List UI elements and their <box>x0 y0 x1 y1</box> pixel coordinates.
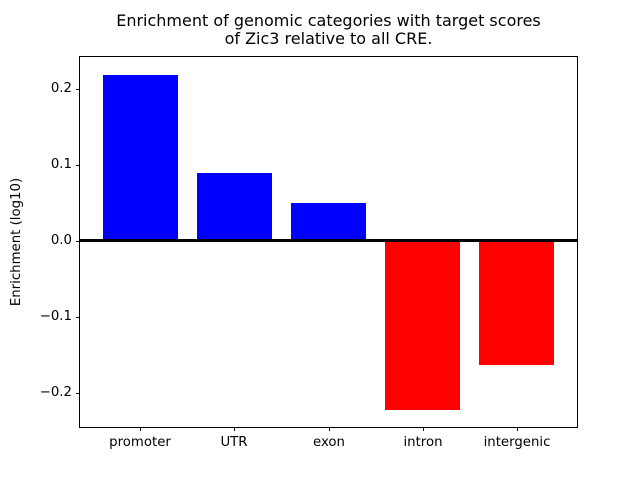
x-tick-mark-promoter <box>140 427 141 431</box>
x-tick-label-intron: intron <box>403 435 443 450</box>
x-tick-label-promoter: promoter <box>109 435 171 450</box>
bar-exon <box>290 202 367 241</box>
y-tick-label-−0.1: −0.1 <box>39 309 72 324</box>
x-tick-label-exon: exon <box>313 435 345 450</box>
bar-promoter <box>102 74 178 241</box>
x-tick-mark-UTR <box>234 427 235 431</box>
y-tick-mark-0.2 <box>76 89 80 90</box>
chart-title: Enrichment of genomic categories with ta… <box>80 12 577 47</box>
y-tick-mark-−0.2 <box>76 393 80 394</box>
bar-intron <box>385 240 461 410</box>
zero-line <box>80 239 577 243</box>
y-tick-label-0.0: 0.0 <box>50 233 72 248</box>
x-tick-label-UTR: UTR <box>220 435 248 450</box>
x-tick-mark-intron <box>423 427 424 431</box>
y-tick-mark-0.1 <box>76 165 80 166</box>
plot-area <box>79 56 578 428</box>
y-tick-label-0.2: 0.2 <box>50 81 72 96</box>
y-tick-label-0.1: 0.1 <box>50 157 72 172</box>
bar-UTR <box>196 172 272 241</box>
chart-title-line2: of Zic3 relative to all CRE. <box>224 28 433 48</box>
x-tick-label-intergenic: intergenic <box>483 435 551 450</box>
bar-intergenic <box>479 240 555 365</box>
chart-title-line1: Enrichment of genomic categories with ta… <box>116 11 541 30</box>
y-tick-mark-0.0 <box>76 241 80 242</box>
x-tick-mark-exon <box>329 427 330 431</box>
y-tick-mark-−0.1 <box>76 317 80 318</box>
y-tick-label-−0.2: −0.2 <box>39 385 72 400</box>
y-axis-label: Enrichment (log10) <box>9 177 24 307</box>
x-tick-mark-intergenic <box>517 427 518 431</box>
